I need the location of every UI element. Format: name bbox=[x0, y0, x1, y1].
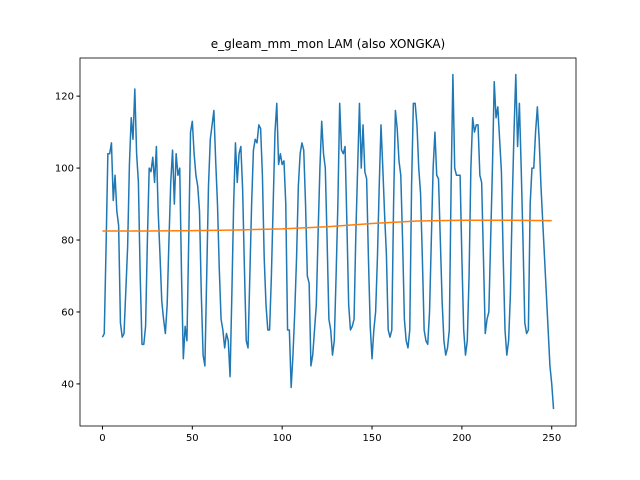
y-tick-label: 40 bbox=[61, 379, 74, 390]
x-tick-label: 50 bbox=[186, 433, 199, 444]
x-tick-label: 0 bbox=[99, 433, 105, 444]
data-line bbox=[102, 219, 552, 232]
y-tick-label: 60 bbox=[61, 307, 74, 318]
x-tick-label: 100 bbox=[273, 433, 292, 444]
data-line bbox=[101, 73, 555, 410]
y-tick-label: 100 bbox=[55, 164, 74, 175]
y-tick-label: 120 bbox=[55, 92, 74, 103]
plot-frame bbox=[79, 57, 577, 427]
x-tick-label: 250 bbox=[542, 433, 561, 444]
y-tick-label: 80 bbox=[61, 236, 74, 247]
x-tick-label: 150 bbox=[362, 433, 381, 444]
chart-title: e_gleam_mm_mon LAM (also XONGKA) bbox=[211, 37, 445, 51]
x-tick-label: 200 bbox=[452, 433, 471, 444]
